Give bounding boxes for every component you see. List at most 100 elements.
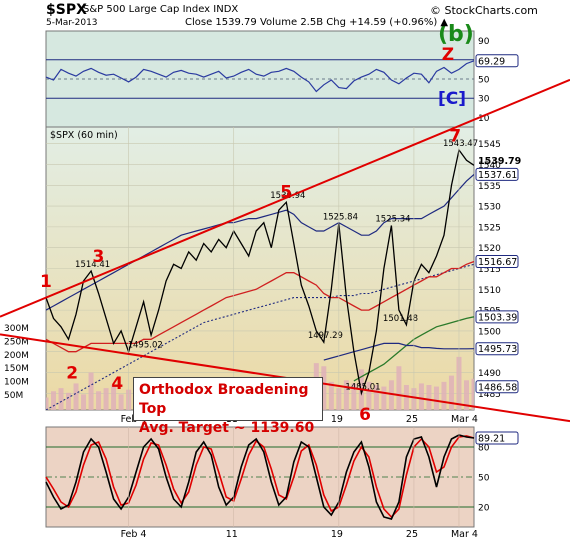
stockcharts-brand: © StockCharts.com xyxy=(430,4,538,17)
rsi-tick-label: 50 xyxy=(478,76,490,86)
x-tick-label: Mar 4 xyxy=(451,414,478,425)
stoch-axis: 80 50 20 89.21 xyxy=(475,431,519,514)
price-tick-label: 1545 xyxy=(478,140,501,150)
price-tick-label: 1490 xyxy=(478,369,501,379)
stoch-last-value-box xyxy=(475,431,519,445)
stoch-lines xyxy=(45,434,475,520)
price-last-value-box xyxy=(475,380,519,394)
broadening-top-callout: Orthodox Broadening Top Avg. Target ~ 11… xyxy=(133,377,323,436)
volume-axis: 300M 250M 200M 150M 100M 50M xyxy=(4,324,29,401)
price-label: 1485.01 xyxy=(345,382,380,392)
chart-date: 5-Mar-2013 xyxy=(46,18,98,28)
wave-label: [C] xyxy=(438,89,466,109)
volume-bar xyxy=(88,372,94,410)
volume-bar xyxy=(81,394,87,410)
price-last-value: 1537.61 xyxy=(478,170,517,181)
price-panel-title: $SPX (60 min) xyxy=(50,130,118,141)
price-last-value-box xyxy=(475,167,519,181)
price-tick-label: 1485 xyxy=(478,390,501,400)
rsi-tick-label: 90 xyxy=(478,37,490,47)
volume-bar xyxy=(66,392,72,410)
volume-bar xyxy=(433,386,439,410)
wave-label: 6 xyxy=(359,405,371,425)
rsi-panel-line xyxy=(45,60,475,93)
x-tick-label-bottom: 25 xyxy=(406,529,418,540)
wave-label: 5 xyxy=(280,183,292,203)
rsi-panel xyxy=(45,30,475,128)
x-tick-label: 19 xyxy=(331,414,343,425)
price-label: 1497.29 xyxy=(308,331,343,341)
stoch-tick-label: 20 xyxy=(478,504,490,514)
rsi-axis: 907050301069.29 xyxy=(475,37,519,124)
price-label: 1501.48 xyxy=(383,314,418,324)
volume-tick-label: 50M xyxy=(4,391,23,401)
volume-tick-label: 250M xyxy=(4,337,29,347)
volume-bar xyxy=(426,385,432,410)
price-last-value-box xyxy=(475,342,519,356)
wave-label: (b) xyxy=(438,22,474,47)
x-tick-label-bottom: Feb 4 xyxy=(121,529,147,540)
price-last-value: 1539.79 xyxy=(478,156,521,167)
volume-tick-label: 300M xyxy=(4,324,29,334)
quote-summary: Close 1539.79 Volume 2.5B Chg +14.59 (+0… xyxy=(185,17,449,28)
rsi-tick-label: 30 xyxy=(478,95,490,105)
stoch-last-value: 89.21 xyxy=(478,434,505,445)
wave-labels: 1 2 3 4 5 6 7 Z(b) [C] xyxy=(40,22,474,425)
volume-bar xyxy=(463,380,469,410)
price-label: 1525.34 xyxy=(375,214,410,224)
volume-bar xyxy=(418,383,424,410)
price-tick-label: 1515 xyxy=(478,265,501,275)
price-tick-label: 1500 xyxy=(478,327,501,337)
wave-label: 2 xyxy=(66,364,78,384)
price-overlays xyxy=(46,148,474,410)
price-tick-label: 1540 xyxy=(478,161,501,171)
callout-line-2: Avg. Target ~ 1139.60 xyxy=(139,420,315,436)
volume-bar xyxy=(381,386,387,410)
bollinger-lower-line xyxy=(323,342,474,361)
volume-bar xyxy=(111,385,117,410)
wave-label: 4 xyxy=(111,374,123,394)
price-last-value-box xyxy=(475,310,519,324)
price-tick-label: 1510 xyxy=(478,286,501,296)
volume-bar xyxy=(96,391,102,410)
volume-bar xyxy=(403,385,409,410)
price-last-value: 1486.58 xyxy=(478,382,517,393)
volume-bar xyxy=(388,380,394,410)
ma-dotted-line xyxy=(46,263,474,410)
rsi-last-value-box xyxy=(475,54,519,68)
callout-line-1: Orthodox Broadening Top xyxy=(139,382,309,417)
rsi-tick-label: 10 xyxy=(478,114,490,124)
volume-tick-label: 200M xyxy=(4,351,29,361)
x-tick-label-bottom: 11 xyxy=(226,529,238,540)
price-last-value: 1516.67 xyxy=(478,257,517,268)
stoch-k-line xyxy=(45,434,475,520)
volume-bar xyxy=(471,378,474,410)
volume-bar xyxy=(51,391,57,410)
price-label: 1525.84 xyxy=(323,212,358,222)
volume-bar xyxy=(373,385,379,410)
volume-bar xyxy=(366,381,372,410)
volume-bar xyxy=(448,375,454,410)
volume-bar xyxy=(321,366,327,410)
wave-label: Z xyxy=(442,45,454,65)
price-label: 1495.02 xyxy=(128,341,163,351)
x-tick-label-bottom: Mar 4 xyxy=(451,529,478,540)
price-last-value: 1503.39 xyxy=(478,312,517,323)
volume-bar xyxy=(103,388,109,410)
index-description: S&P 500 Large Cap Index INDX xyxy=(83,4,239,15)
volume-tick-label: 150M xyxy=(4,364,29,374)
price-last-value-box xyxy=(475,255,519,269)
ma-red-line xyxy=(46,260,474,353)
stoch-tick-label: 80 xyxy=(478,444,490,454)
rsi-series-line xyxy=(45,60,475,93)
volume-bar xyxy=(46,397,49,410)
volume-bar xyxy=(441,381,447,410)
volume-bar xyxy=(351,383,357,410)
bollinger-upper-line xyxy=(46,173,474,311)
price-label: 1514.41 xyxy=(75,260,110,270)
volume-bar xyxy=(343,380,349,410)
volume-bar xyxy=(396,366,402,410)
wave-label: 7 xyxy=(449,126,461,146)
